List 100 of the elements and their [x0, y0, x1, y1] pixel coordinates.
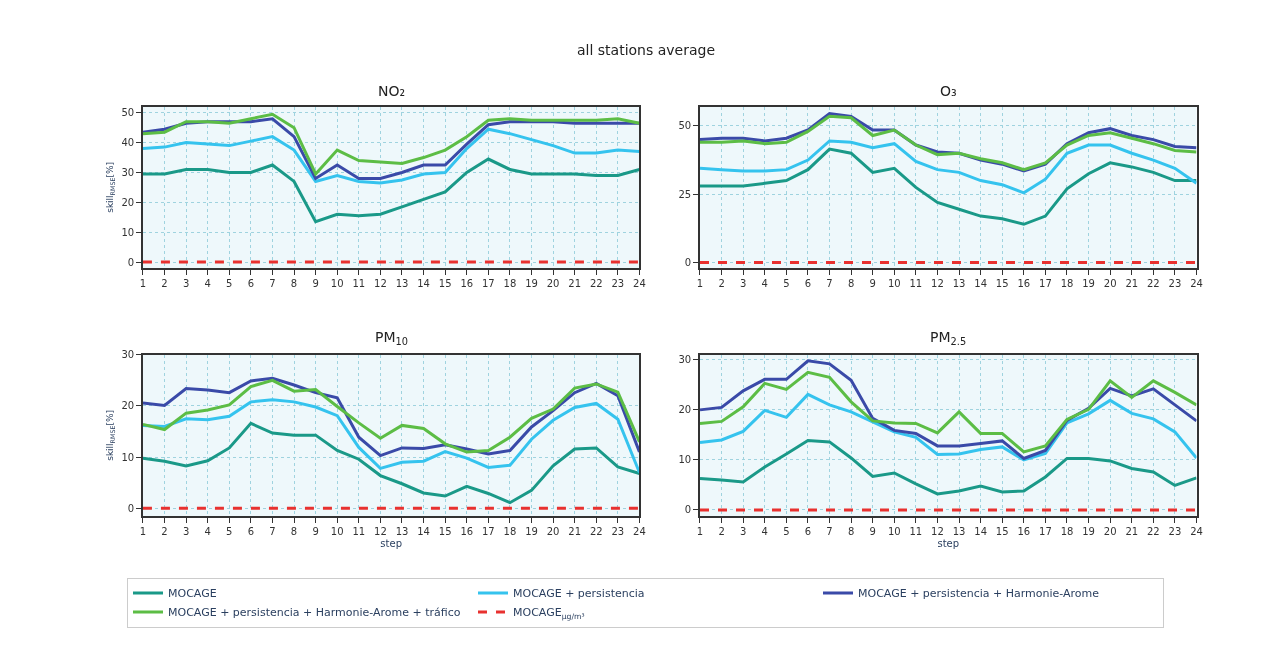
x-tick-label: 10 — [887, 525, 901, 537]
x-tick-label: 21 — [1125, 277, 1139, 289]
line-series — [142, 398, 640, 474]
x-tick-label: 4 — [761, 277, 768, 289]
x-tick-label: 22 — [1146, 525, 1160, 537]
x-tick-label: 3 — [182, 277, 190, 289]
y-tick-label: 50 — [678, 120, 692, 132]
x-tick-label: 7 — [269, 277, 276, 289]
line-series — [142, 157, 640, 224]
y-tick-label: 10 — [121, 226, 135, 238]
x-tick-label: 5 — [226, 525, 233, 537]
x-tick-label: 9 — [869, 277, 876, 289]
x-tick-label: 14 — [417, 525, 430, 537]
x-tick-label: 22 — [589, 525, 603, 537]
x-tick-label: 21 — [568, 525, 582, 537]
x-tick-label: 15 — [438, 525, 452, 537]
x-tick-label: 20 — [1103, 525, 1117, 537]
x-tick-label: 9 — [869, 525, 876, 537]
y-tick-label: 20 — [121, 400, 135, 412]
line-series — [699, 438, 1197, 496]
x-tick-label: 5 — [783, 277, 790, 289]
x-tick-label: 16 — [460, 277, 474, 289]
x-tick-label: 18 — [503, 525, 517, 537]
legend-label: MOCAGE — [168, 587, 217, 601]
x-tick-label: 5 — [226, 277, 233, 289]
x-tick-label: 3 — [739, 525, 747, 537]
x-tick-label: 24 — [1190, 277, 1203, 289]
legend-label: MOCAGE$_{μg/m³}$ — [513, 606, 585, 621]
x-tick-label: 23 — [1168, 277, 1182, 289]
x-tick-label: 9 — [312, 525, 319, 537]
legend-label: MOCAGE + persistencia + Harmonie-Arome — [858, 587, 1100, 601]
legend-label: MOCAGE + persistencia + Harmonie-Arome + tráfico — [168, 606, 461, 620]
text: all stations average — [577, 42, 716, 58]
x-tick-label: 5 — [783, 525, 790, 537]
x-tick-label: 3 — [182, 525, 190, 537]
x-tick-label: 9 — [312, 277, 319, 289]
y-tick-label: 30 — [121, 166, 135, 178]
line-series — [699, 370, 1197, 454]
line-series — [699, 139, 1197, 195]
x-tick-label: 1 — [696, 277, 704, 289]
x-axis-title: step — [937, 537, 960, 549]
x-tick-label: 2 — [161, 277, 168, 289]
x-tick-label: 16 — [1017, 277, 1031, 289]
x-tick-label: 6 — [804, 525, 812, 537]
x-tick-label: 23 — [611, 525, 625, 537]
legend-label: MOCAGE + persistencia — [513, 587, 645, 601]
x-tick-label: 13 — [395, 277, 409, 289]
x-tick-label: 16 — [460, 525, 474, 537]
x-tick-label: 13 — [952, 525, 966, 537]
x-tick-label: 3 — [739, 277, 747, 289]
x-tick-label: 21 — [1125, 525, 1139, 537]
x-tick-label: 15 — [438, 277, 452, 289]
x-tick-label: 10 — [887, 277, 901, 289]
line-series — [699, 147, 1197, 226]
x-tick-label: 12 — [931, 525, 944, 537]
y-tick-label: 0 — [127, 502, 135, 514]
x-tick-label: 14 — [417, 277, 430, 289]
x-tick-label: 7 — [826, 525, 833, 537]
x-tick-label: 18 — [1060, 525, 1074, 537]
x-tick-label: 6 — [804, 277, 812, 289]
y-tick-label: 50 — [121, 107, 135, 119]
y-tick-label: 30 — [678, 354, 692, 366]
x-tick-label: 15 — [995, 525, 1009, 537]
x-tick-label: 24 — [1190, 525, 1203, 537]
y-tick-label: 25 — [678, 188, 692, 200]
x-tick-label: 20 — [1103, 277, 1117, 289]
y-tick-label: 10 — [678, 454, 692, 466]
chart-title: O₃ — [940, 83, 957, 99]
x-tick-label: 23 — [611, 277, 625, 289]
x-tick-label: 20 — [546, 525, 560, 537]
y-tick-label: 30 — [121, 349, 135, 361]
y-tick-label: 0 — [684, 257, 692, 269]
chart-title: PM$_{10}$ — [375, 329, 408, 347]
y-tick-label: 40 — [121, 137, 135, 149]
x-tick-label: 8 — [847, 525, 855, 537]
x-axis-title: step — [380, 537, 403, 549]
y-tick-label: 20 — [678, 404, 692, 416]
x-tick-label: 13 — [395, 525, 409, 537]
x-tick-label: 4 — [204, 277, 211, 289]
x-tick-label: 8 — [847, 277, 855, 289]
y-tick-label: 0 — [684, 504, 692, 516]
x-tick-label: 13 — [952, 277, 966, 289]
x-tick-label: 6 — [247, 277, 255, 289]
x-tick-label: 19 — [525, 277, 538, 289]
x-tick-label: 19 — [1082, 525, 1095, 537]
x-tick-label: 8 — [290, 277, 298, 289]
x-tick-label: 11 — [352, 525, 366, 537]
x-tick-label: 17 — [481, 277, 495, 289]
x-tick-label: 11 — [352, 277, 366, 289]
x-tick-label: 18 — [503, 277, 517, 289]
x-tick-label: 1 — [696, 525, 704, 537]
x-tick-label: 16 — [1017, 525, 1031, 537]
line-series — [142, 421, 640, 505]
x-tick-label: 8 — [290, 525, 298, 537]
x-tick-label: 17 — [1039, 525, 1052, 537]
x-tick-label: 11 — [909, 277, 923, 289]
x-tick-label: 21 — [568, 277, 582, 289]
line-series — [142, 127, 640, 185]
x-tick-label: 22 — [589, 277, 603, 289]
x-tick-label: 14 — [974, 277, 987, 289]
